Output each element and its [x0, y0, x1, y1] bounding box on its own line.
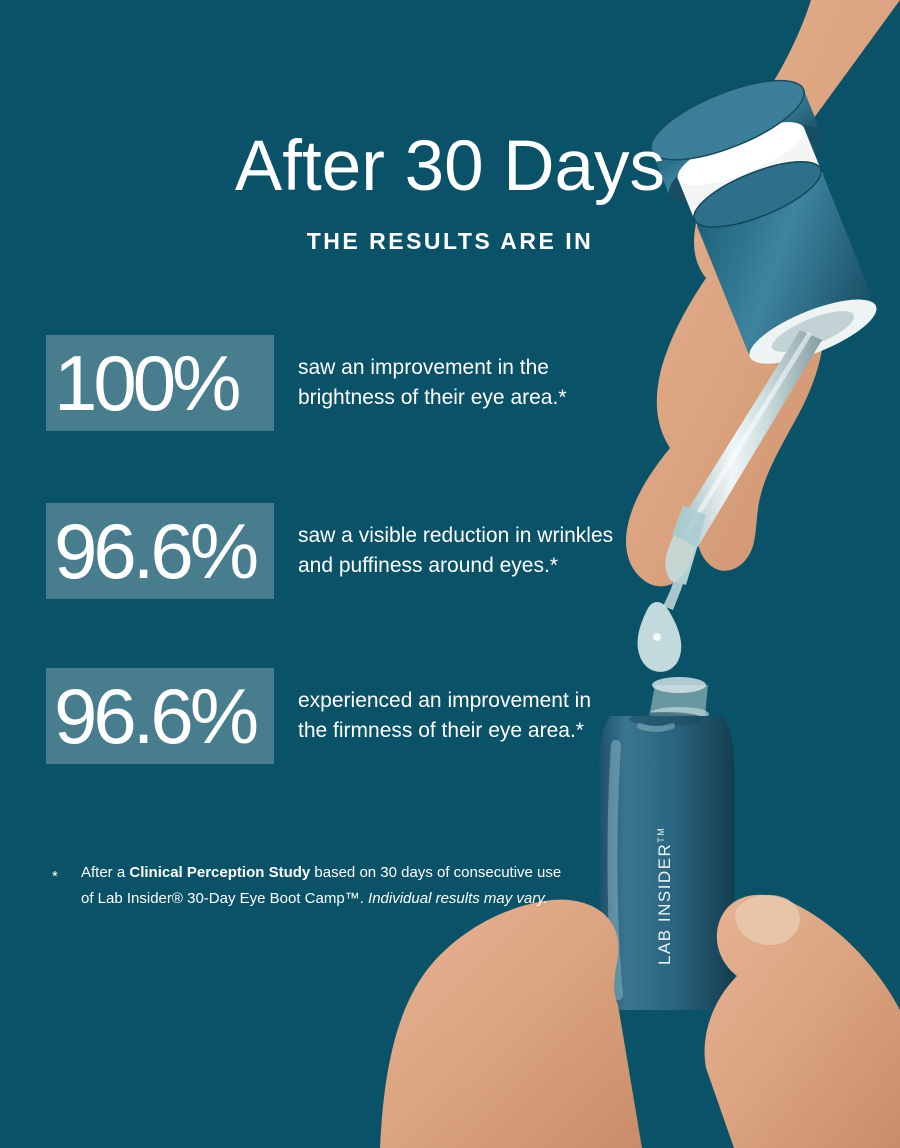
svg-text:LAB INSIDERTM: LAB INSIDERTM — [655, 827, 674, 965]
